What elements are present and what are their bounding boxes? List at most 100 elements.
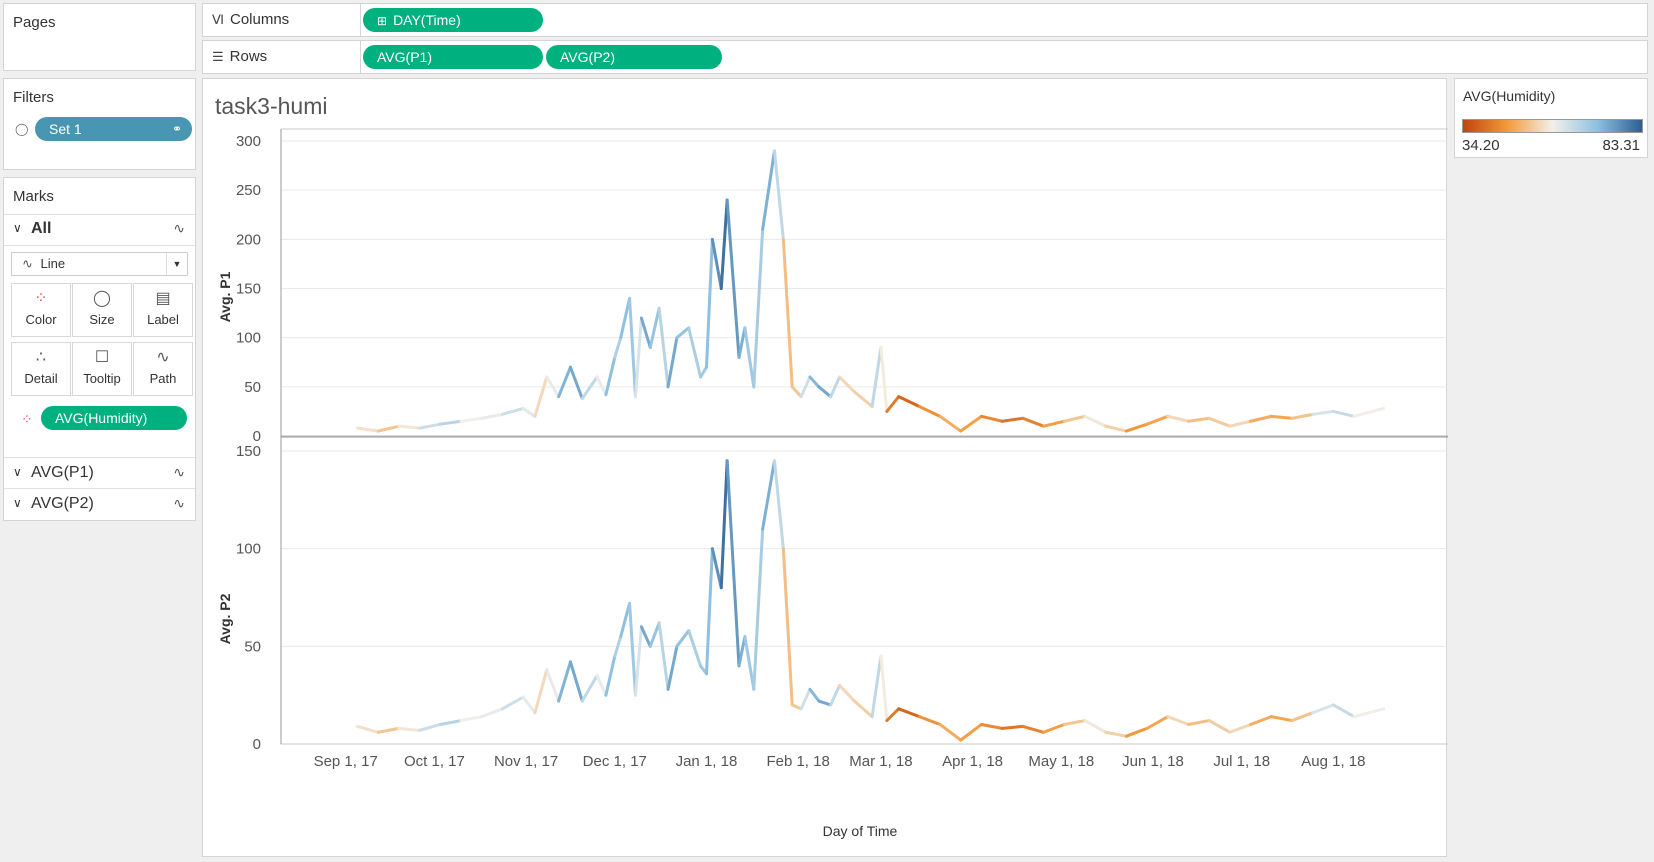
p2-line-segment[interactable] [829,683,842,707]
p2-line-segment[interactable] [687,629,703,668]
p2-line-segment[interactable] [619,601,632,639]
p1-line-segment[interactable] [657,306,670,389]
set1-filter-pill[interactable]: Set 1 ⚭ [35,117,192,141]
p1-line-segment[interactable] [459,416,484,423]
p2-line-segment[interactable] [1000,724,1025,730]
p1-line-segment[interactable] [790,385,803,399]
p2-line-segment[interactable] [1352,707,1386,719]
p1-line-segment[interactable] [480,412,504,420]
p2-line-segment[interactable] [557,660,572,703]
p2-line-segment[interactable] [657,621,670,691]
p1-line-segment[interactable] [1290,412,1315,420]
p2-line-segment[interactable] [1228,722,1253,734]
p2-line-segment[interactable] [781,547,794,707]
p2-line-segment[interactable] [885,707,901,723]
p1-line-segment[interactable] [438,419,463,426]
p2-line-segment[interactable] [500,695,525,711]
p1-line-segment[interactable] [1062,414,1087,423]
humidity-legend[interactable]: AVG(Humidity) 34.20 83.31 [1454,78,1648,158]
p2-line-segment[interactable] [1042,722,1066,734]
color-card[interactable]: ⁘ Color [11,283,71,337]
p1-line-segment[interactable] [1042,419,1066,428]
tooltip-card[interactable]: ☐ Tooltip [72,342,132,396]
p1-line-segment[interactable] [897,395,921,408]
p2-line-segment[interactable] [852,699,874,719]
p1-line-segment[interactable] [604,355,617,397]
p2-line-segment[interactable] [533,668,549,715]
p2-line-segment[interactable] [1166,715,1190,726]
p2-line-segment[interactable] [1021,724,1046,734]
p2-line-segment[interactable] [613,635,623,658]
p1-line-segment[interactable] [938,414,963,433]
p2-line-segment[interactable] [580,674,599,703]
p2-line-segment[interactable] [1331,703,1356,719]
p2-line-segment[interactable] [568,660,584,703]
p2-line-segment[interactable] [752,527,765,691]
p2-line-segment[interactable] [675,629,691,648]
detail-card[interactable]: ∴ Detail [11,342,71,396]
p1-line-segment[interactable] [699,365,708,379]
p1-line-segment[interactable] [356,426,380,433]
p2-line-segment[interactable] [1124,726,1149,738]
size-card[interactable]: ◯ Size [72,283,132,337]
p1-line-segment[interactable] [619,296,632,340]
p1-line-segment[interactable] [752,228,765,389]
p1-line-segment[interactable] [397,424,422,430]
p1-line-segment[interactable] [799,375,812,399]
p2-line-segment[interactable] [959,722,983,742]
p2-line-segment[interactable] [817,699,833,707]
p2-line-segment[interactable] [1186,719,1211,726]
p1-line-segment[interactable] [959,414,983,433]
p2-line-segment[interactable] [808,687,821,703]
p1-line-segment[interactable] [852,390,874,408]
p2-line-segment[interactable] [595,674,608,697]
expand-icon[interactable]: ⊞ [377,14,388,28]
p1-line-segment[interactable] [687,326,703,379]
p1-line-segment[interactable] [817,385,833,399]
p2-line-segment[interactable] [1207,719,1232,734]
mark-type-dropdown[interactable]: ∿ Line ▼ [11,252,188,276]
p1-line-segment[interactable] [557,365,572,399]
p2-line-segment[interactable] [545,668,561,703]
p1-line-segment[interactable] [1083,414,1108,428]
p2-line-segment[interactable] [604,654,617,697]
p2-line-segment[interactable] [1083,719,1108,734]
p1-line-segment[interactable] [870,346,883,408]
p2-line-segment[interactable] [1104,730,1128,738]
avg-p2-row-pill[interactable]: AVG(P2) [546,45,722,69]
p1-line-segment[interactable] [666,336,679,389]
p2-line-segment[interactable] [1269,715,1294,723]
p1-line-segment[interactable] [710,237,723,290]
p2-line-segment[interactable] [438,719,463,726]
p1-line-segment[interactable] [376,424,401,433]
p1-line-segment[interactable] [737,326,747,359]
p1-line-segment[interactable] [885,395,901,413]
p1-line-segment[interactable] [1124,422,1149,433]
expand-p2-icon[interactable]: ∨ [13,496,22,510]
p1-line-segment[interactable] [595,375,608,397]
p2-line-segment[interactable] [719,459,729,590]
p2-line-segment[interactable] [1249,715,1273,726]
day-time-pill[interactable]: ⊞ DAY(Time) [363,8,543,32]
avg-p1-row-pill[interactable]: AVG(P1) [363,45,543,69]
expand-p1-icon[interactable]: ∨ [13,465,22,479]
columns-shelf[interactable]: Ⅵ Columns ⊞ DAY(Time) [202,3,1648,37]
p1-line-segment[interactable] [580,375,599,401]
p2-line-segment[interactable] [1062,719,1087,726]
p1-line-segment[interactable] [545,375,561,399]
rows-shelf[interactable]: ☰ Rows AVG(P1) AVG(P2) [202,40,1648,74]
p1-line-segment[interactable] [704,237,714,369]
p1-line-segment[interactable] [628,296,637,399]
p1-line-segment[interactable] [533,375,549,418]
p1-line-segment[interactable] [1311,409,1335,416]
p2-line-segment[interactable] [1145,715,1170,730]
p1-line-segment[interactable] [1207,416,1232,428]
label-card[interactable]: ▤ Label [133,283,193,337]
marks-all-row[interactable]: ∨ All ∿ [4,214,195,246]
sheet-title[interactable]: task3-humi [215,93,328,119]
p2-line-segment[interactable] [666,644,679,691]
p1-line-segment[interactable] [1352,406,1386,418]
p1-line-segment[interactable] [1021,416,1046,428]
p2-line-segment[interactable] [879,654,889,723]
p1-line-segment[interactable] [879,346,889,413]
